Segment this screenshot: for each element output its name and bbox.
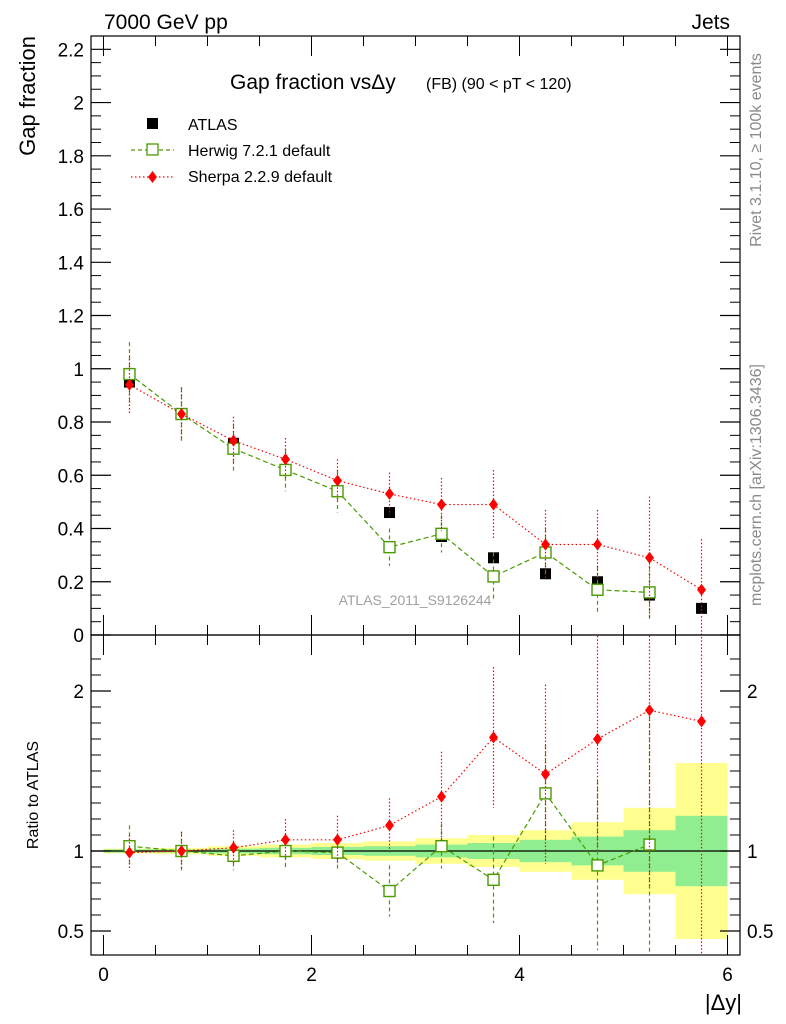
- ratio-plot-panel: 0.5 0.5 1 1 2 2 0 2 4 6 Ratio to ATLAS |Δy|: [25, 634, 773, 1015]
- main-y-axis: 0 0.2 0.4 0.6 0.8 1 1.2 1.4 1.6 1.8 2 2.2: [58, 35, 740, 647]
- main-y-tick-label: 0.8: [58, 413, 84, 434]
- herwig-point: [435, 527, 448, 541]
- sherpa-ratio-point: [489, 731, 499, 744]
- herwig-ratio-point: [435, 840, 448, 853]
- herwig-point: [383, 540, 396, 554]
- sherpa-ratio-point: [280, 833, 290, 846]
- herwig-point: [591, 583, 604, 596]
- sherpa-point: [593, 538, 603, 551]
- main-y-tick-label: 1.4: [58, 253, 85, 274]
- sherpa-point: [124, 378, 134, 391]
- header-left-label: 7000 GeV pp: [104, 11, 228, 34]
- main-plot-panel: 0 0.2 0.4 0.6 0.8 1 1.2 1.4 1.6 1.8 2 2.2 Gap fract…: [15, 35, 741, 647]
- ratio-plot-data-area: [91, 635, 740, 955]
- ratio-plot-frame: [90, 634, 741, 956]
- analysis-watermark: ATLAS_2011_S9126244: [339, 592, 492, 608]
- sherpa-ratio-point: [384, 819, 394, 832]
- main-y-tick-label: 2.2: [58, 40, 84, 61]
- legend-herwig-marker: [146, 143, 159, 156]
- sherpa-ratio-point: [697, 715, 707, 728]
- main-y-tick-label: 2: [73, 94, 84, 115]
- main-y-tick-label: 1: [73, 360, 84, 381]
- sherpa-point: [280, 453, 290, 466]
- sherpa-point: [384, 487, 394, 500]
- sherpa-point: [541, 538, 551, 551]
- main-y-tick-label: 1.8: [58, 147, 84, 168]
- x-tick-label: 6: [722, 965, 733, 986]
- main-y-tick-label: 0.6: [58, 466, 84, 487]
- header-right-label: Jets: [691, 11, 730, 34]
- sherpa-ratio-point: [176, 845, 186, 857]
- herwig-ratio-point: [643, 838, 656, 851]
- herwig-ratio-point: [383, 884, 396, 898]
- sherpa-ratio-point: [124, 846, 134, 859]
- sherpa-ratio-point: [541, 768, 551, 781]
- legend-sherpa-label: Sherpa 2.2.9 default: [188, 169, 333, 186]
- sherpa-line: [129, 384, 702, 591]
- sherpa-ratio-point: [228, 841, 238, 854]
- ratio-y-axis-label: Ratio to ATLAS: [25, 741, 42, 849]
- sherpa-point: [176, 408, 186, 421]
- herwig-ratio-point: [487, 873, 500, 886]
- legend-sherpa-marker: [148, 171, 157, 183]
- legend-herwig-label: Herwig 7.2.1 default: [188, 143, 331, 160]
- main-y-tick-label: 1.2: [58, 307, 84, 328]
- sherpa-point: [228, 434, 238, 447]
- rivet-version-label: Rivet 3.1.10, ≥ 100k events: [748, 53, 765, 247]
- sherpa-point: [332, 474, 342, 487]
- x-tick-label: 2: [306, 965, 317, 986]
- sherpa-point: [489, 498, 499, 511]
- ratio-y-tick-label: 2: [73, 682, 84, 703]
- ratio-axes: 0.5 0.5 1 1 2 2 0 2 4 6: [58, 635, 773, 986]
- ratio-y-tick-label-right: 2: [747, 682, 758, 703]
- main-y-tick-label: 0: [73, 626, 84, 647]
- x-tick-label: 4: [514, 965, 525, 986]
- atlas-point: [696, 602, 708, 614]
- main-title: Gap fraction vsΔy: [230, 71, 396, 94]
- x-tick-label: 0: [98, 965, 109, 986]
- sherpa-point: [645, 551, 655, 564]
- herwig-ratio-point: [591, 859, 604, 872]
- main-plot-data-area: [123, 342, 708, 635]
- ratio-y-tick-label-right: 1: [747, 842, 758, 863]
- sherpa-ratio-point: [645, 704, 655, 717]
- legend-atlas-marker: [147, 118, 158, 129]
- mcplots-label: mcplots.cern.ch [arXiv:1306.3436]: [748, 364, 765, 606]
- ratio-y-tick-label: 1: [73, 842, 84, 863]
- herwig-point: [487, 570, 500, 583]
- sherpa-point: [697, 583, 707, 596]
- main-y-tick-label: 0.4: [58, 520, 85, 541]
- sherpa-ratio-point: [593, 733, 603, 745]
- sherpa-point: [437, 498, 447, 511]
- ratio-y-tick-label: 0.5: [58, 922, 84, 943]
- main-y-axis-label: Gap fraction: [15, 36, 40, 156]
- sherpa-ratio-point: [437, 790, 447, 803]
- legend: ATLAS Herwig 7.2.1 default Sherpa 2.2.9 …: [131, 117, 333, 186]
- ratio-y-tick-label-right: 0.5: [747, 922, 773, 943]
- x-axis-label: |Δy|: [705, 990, 742, 1015]
- atlas-point: [488, 552, 500, 564]
- main-title-subtitle: (FB) (90 < pT < 120): [426, 76, 572, 93]
- sherpa-ratio-line: [129, 709, 702, 854]
- sherpa-ratio-point: [332, 833, 342, 846]
- main-y-tick-label: 0.2: [58, 573, 84, 594]
- legend-atlas-label: ATLAS: [188, 117, 238, 134]
- main-y-tick-label: 1.6: [58, 200, 84, 221]
